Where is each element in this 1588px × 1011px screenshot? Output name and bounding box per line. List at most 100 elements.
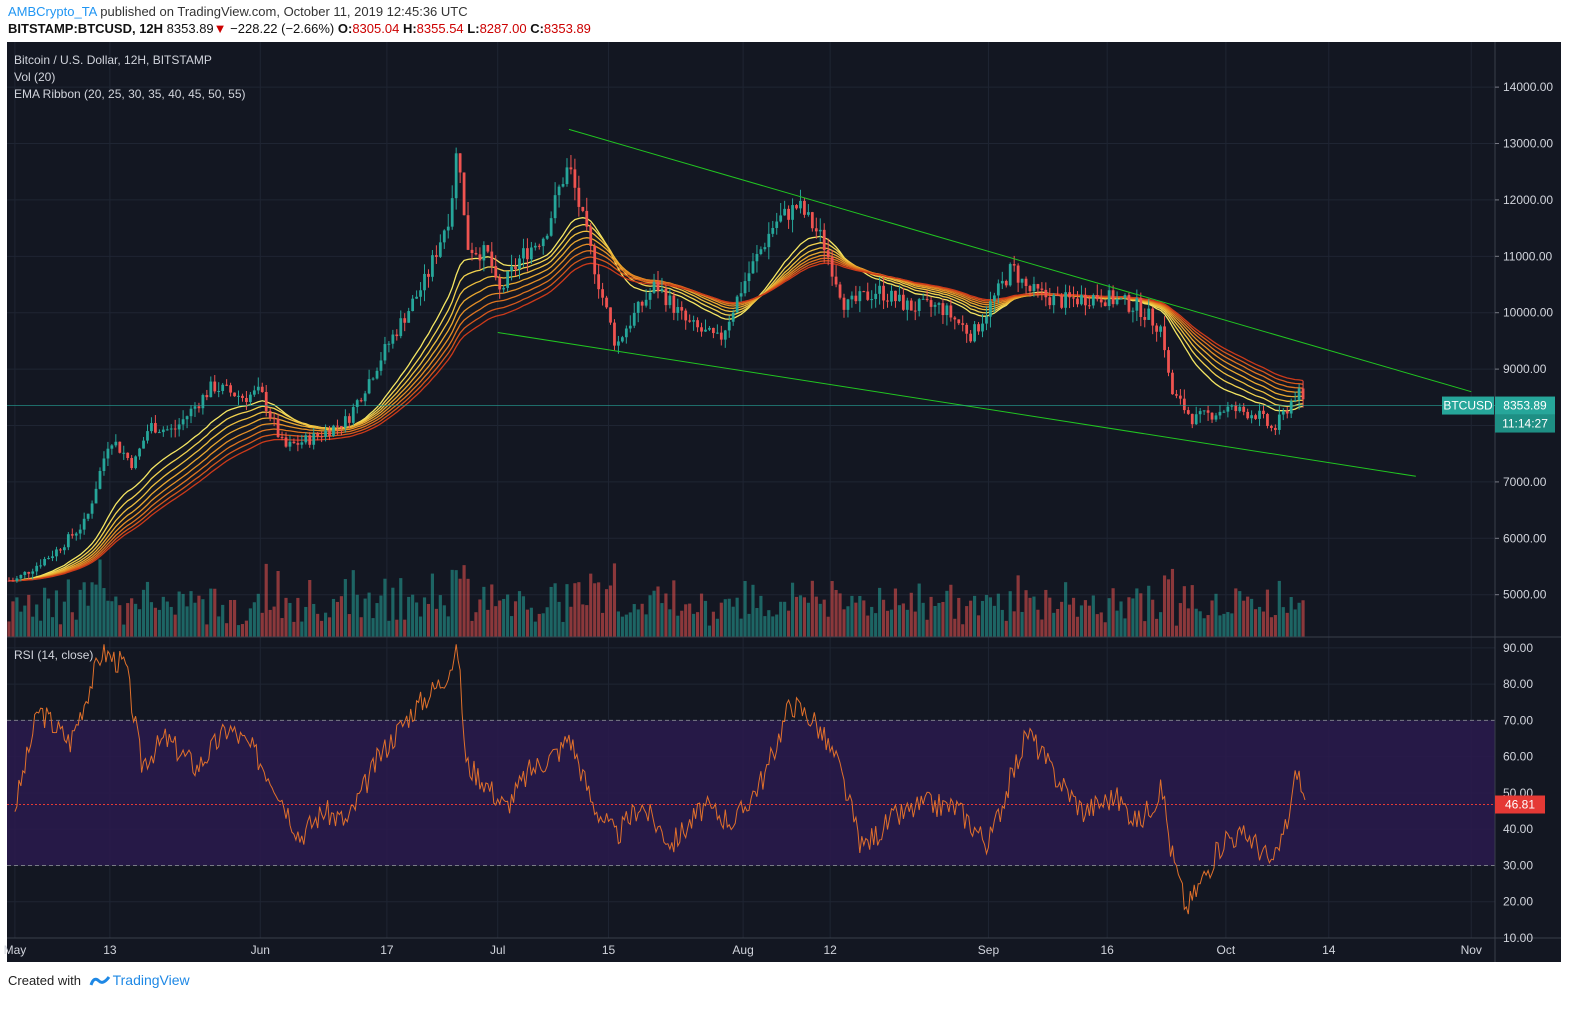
volume-bar	[1155, 618, 1159, 637]
volume-bar	[27, 594, 31, 637]
candle-body	[1036, 284, 1040, 289]
candle-body	[189, 408, 193, 417]
candle-body	[355, 400, 359, 408]
volume-bar	[86, 605, 90, 637]
low-label: L:	[467, 21, 480, 36]
volume-bar	[1147, 585, 1151, 637]
candle-body	[438, 242, 442, 257]
candle-body	[553, 195, 557, 219]
volume-bar	[640, 603, 644, 637]
candle-body	[660, 288, 664, 291]
volume-bar	[458, 578, 462, 637]
candle-body	[446, 226, 450, 231]
volume-bar	[181, 593, 185, 637]
volume-bar	[992, 605, 996, 637]
time-tick-label: 16	[1100, 943, 1114, 957]
candle-body	[529, 247, 533, 260]
candle-body	[363, 393, 367, 402]
candle-body	[1273, 427, 1277, 430]
candle-body	[11, 580, 15, 582]
volume-bar	[676, 615, 680, 637]
footer: Created with TradingView	[8, 972, 190, 989]
volume-bar	[529, 607, 533, 637]
candle-body	[1178, 395, 1182, 399]
candle-body	[193, 406, 197, 409]
candle-body	[205, 395, 209, 398]
candle-body	[126, 452, 130, 459]
volume-bar	[909, 592, 913, 637]
volume-bars	[7, 559, 1305, 637]
trendline[interactable]	[568, 128, 1472, 393]
candle-body	[308, 435, 312, 445]
volume-bar	[62, 601, 66, 637]
candle-body	[256, 386, 260, 391]
volume-bar	[525, 609, 529, 637]
volume-bar	[387, 620, 391, 637]
candle-body	[106, 448, 110, 459]
candle-body	[549, 218, 553, 236]
candle-body	[399, 318, 403, 337]
candle-body	[1270, 425, 1273, 428]
candle-body	[1266, 414, 1269, 426]
volume-bar	[719, 602, 723, 637]
author-link[interactable]: AMBCrypto_TA	[8, 4, 97, 19]
candle-body	[937, 303, 941, 305]
volume-bar	[280, 618, 284, 637]
volume-bar	[949, 584, 953, 637]
candle-body	[340, 426, 343, 428]
volume-bar	[763, 616, 767, 637]
brand-link[interactable]: TradingView	[112, 972, 190, 988]
candle-body	[656, 282, 660, 291]
candle-body	[272, 418, 276, 420]
candle-body	[1139, 298, 1143, 318]
trendline[interactable]	[497, 331, 1416, 477]
volume-bar	[549, 586, 553, 637]
volume-bar	[1202, 618, 1206, 637]
candle-body	[882, 285, 885, 301]
candle-body	[1016, 265, 1020, 283]
candle-body	[1234, 405, 1238, 412]
candle-body	[359, 400, 363, 402]
volume-bar	[327, 617, 332, 637]
candle-body	[201, 395, 205, 409]
candle-body	[601, 289, 604, 298]
candle-body	[834, 276, 838, 285]
time-tick-label: 12	[823, 943, 837, 957]
candle-body	[482, 245, 486, 261]
volume-bar	[300, 621, 304, 637]
volume-bar	[925, 619, 929, 637]
volume-bar	[636, 609, 640, 637]
volume-bar	[347, 614, 351, 637]
volume-bar	[537, 613, 541, 637]
volume-bar	[541, 613, 545, 637]
volume-bar	[70, 612, 74, 637]
volume-bar	[50, 617, 55, 637]
volume-bar	[15, 597, 19, 637]
volume-bar	[783, 601, 787, 637]
volume-bar	[533, 621, 537, 637]
candle-body	[1000, 280, 1004, 284]
candle-body	[597, 274, 601, 290]
volume-bar	[652, 590, 656, 637]
candle-body	[1068, 292, 1071, 298]
volume-bar	[593, 583, 597, 637]
trendlines[interactable]	[497, 128, 1472, 477]
volume-bar	[569, 606, 573, 637]
candle-body	[688, 320, 692, 322]
candle-body	[739, 293, 743, 297]
candle-body	[1004, 280, 1008, 286]
volume-bar	[1159, 612, 1163, 637]
volume-bar	[1253, 609, 1258, 637]
volume-bar	[810, 580, 814, 637]
candle-body	[838, 284, 842, 298]
rsi-tick-label: 60.00	[1503, 750, 1533, 764]
candle-body	[351, 407, 355, 423]
candle-body	[245, 397, 248, 402]
candle-body	[1028, 285, 1032, 292]
candle-body	[347, 416, 351, 423]
candle-body	[134, 456, 138, 469]
volume-bar	[965, 606, 969, 637]
candle-body	[138, 448, 141, 457]
volume-bar	[371, 618, 375, 637]
